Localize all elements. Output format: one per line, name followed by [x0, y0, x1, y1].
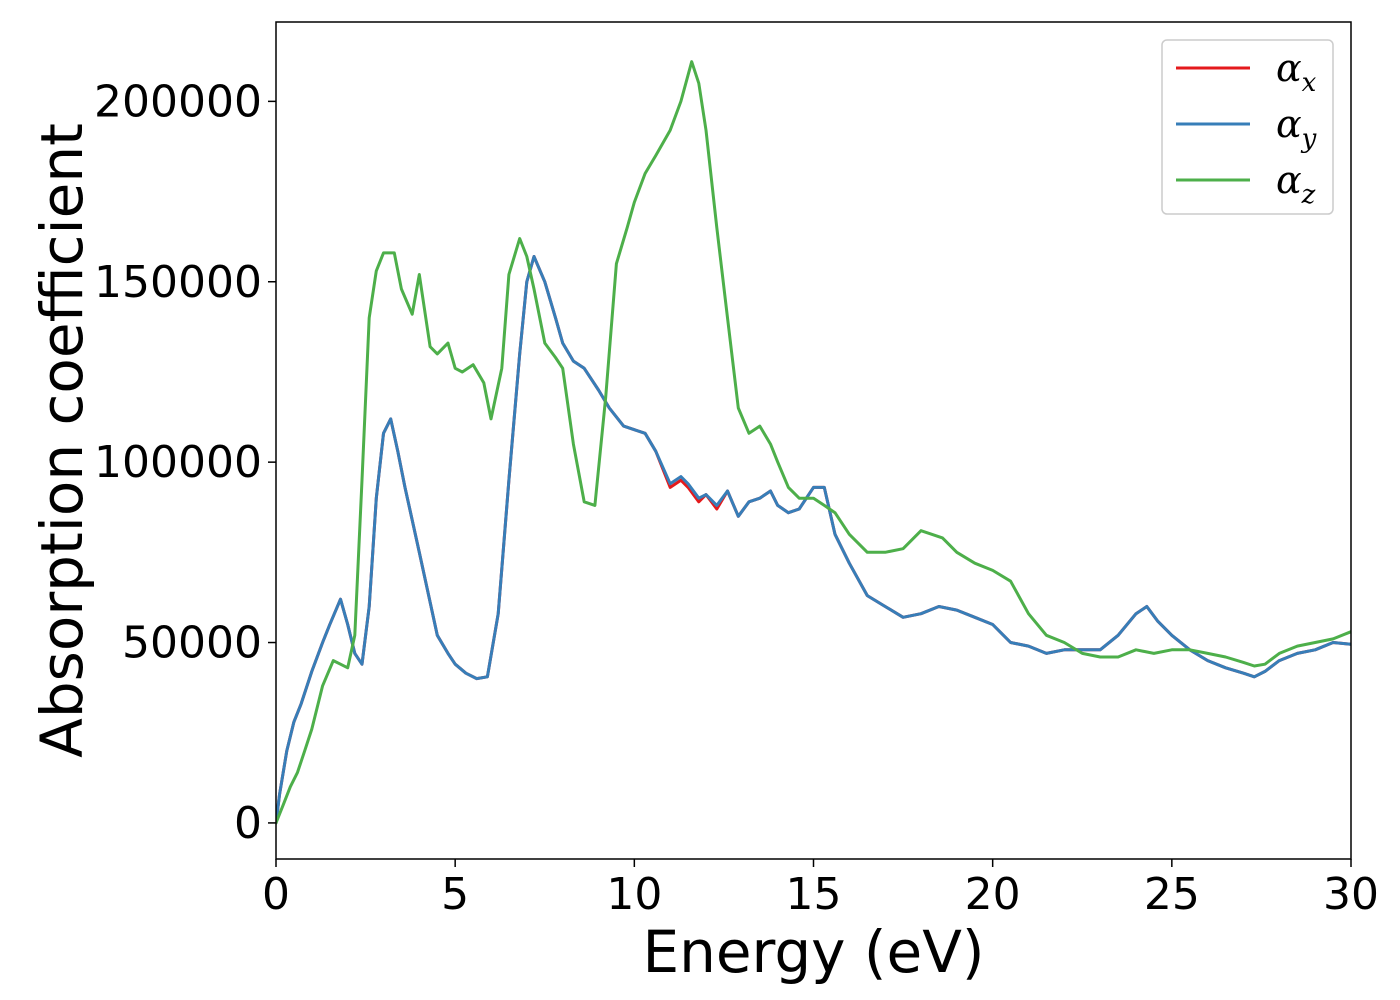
x-tick-label: 25 [1144, 869, 1200, 920]
y-tick-label: 0 [234, 798, 262, 849]
series-line-z [276, 60, 1351, 825]
x-tick-label: 30 [1323, 869, 1379, 920]
x-tick-label: 10 [606, 869, 662, 920]
y-tick-label: 100000 [94, 437, 262, 488]
legend-label-x: αx [1276, 46, 1317, 98]
x-tick-label: 15 [786, 869, 842, 920]
series-line-y [276, 255, 1351, 825]
legend-label-y: αy [1276, 102, 1317, 154]
y-tick-label: 150000 [94, 257, 262, 308]
series-layer [276, 60, 1351, 825]
legend-label-z: αz [1276, 158, 1316, 210]
legend-box [1161, 39, 1334, 215]
y-tick-label: 200000 [94, 76, 262, 127]
x-tick-label: 0 [262, 869, 290, 920]
y-axis-title: Absorption coefficient [28, 123, 96, 758]
y-tick-label: 50000 [122, 618, 262, 669]
x-tick-label: 20 [965, 869, 1021, 920]
x-tick-label: 5 [441, 869, 469, 920]
x-axis-title: Energy (eV) [642, 918, 984, 986]
ticks-layer: 0 5 10 15 20 25 30 0 50000 100000 150000 200000 [94, 76, 1379, 920]
